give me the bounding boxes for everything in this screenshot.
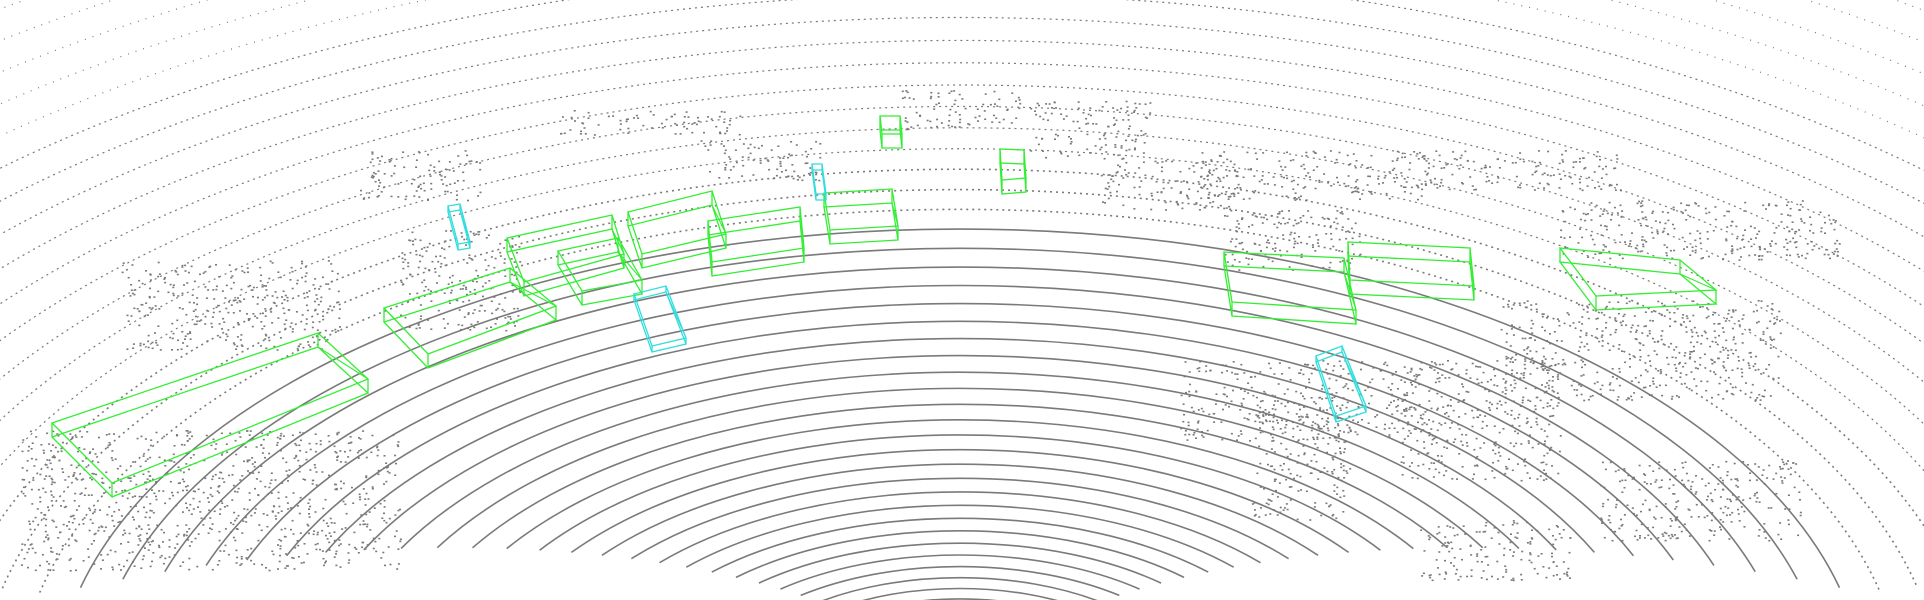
car-box-11: [1347, 241, 1475, 301]
scan-ring: [1, 188, 1919, 589]
scan-ring: [539, 434, 1381, 551]
detection-boxes: [50, 115, 1718, 498]
car-box-6: [707, 206, 805, 277]
pedestrian-box-4: [1315, 345, 1367, 423]
scan-ring: [0, 84, 1924, 345]
car-box-12: [1558, 247, 1718, 311]
scan-ring: [601, 463, 1319, 556]
scan-ring: [79, 228, 1841, 589]
scan-ring: [400, 371, 1520, 549]
object-point-clusters: [21, 90, 1841, 582]
car-box-3: [506, 214, 625, 297]
point-cluster: [1420, 520, 1572, 582]
scan-ring: [800, 565, 1120, 597]
scan-ring: [246, 302, 1674, 561]
scan-ring: [324, 337, 1596, 553]
scan-ring: [923, 598, 997, 600]
point-cluster: [1224, 210, 1362, 271]
point-cluster: [1251, 400, 1352, 521]
scan-ring: [122, 247, 1798, 580]
car-box-7: [823, 188, 899, 245]
scan-ring: [570, 448, 1350, 554]
point-cluster: [1421, 150, 1622, 192]
scan-ring: [164, 266, 1756, 573]
scan-ring: [0, 168, 1924, 528]
scan-ring: [205, 284, 1715, 566]
car-box-8: [999, 148, 1027, 195]
point-cluster: [1560, 200, 1841, 261]
point-cluster: [700, 140, 822, 182]
point-cluster: [560, 110, 742, 136]
scan-ring: [630, 477, 1290, 560]
scan-ring: [506, 419, 1414, 550]
point-cluster: [901, 90, 1022, 131]
car-box-9: [879, 115, 903, 149]
car-box-4: [556, 237, 644, 306]
car-box-1: [50, 332, 370, 498]
pedestrian-box-3: [811, 163, 827, 201]
scan-ring: [780, 554, 1140, 590]
point-cluster: [360, 150, 482, 202]
point-cluster: [1200, 150, 1430, 201]
scan-ring: [822, 576, 1098, 600]
scan-ring: [685, 504, 1235, 568]
point-cluster: [400, 230, 522, 332]
scan-ring: [735, 530, 1185, 579]
scan-ring: [0, 148, 1924, 472]
scan-ring: [711, 517, 1209, 573]
scan-ring: [659, 491, 1261, 564]
point-cluster: [1600, 460, 1802, 542]
pedestrian-box-1: [447, 203, 471, 251]
scan-ring: [285, 320, 1635, 557]
scan-ring: [363, 354, 1557, 551]
point-cluster: [1030, 100, 1152, 160]
scan-ring: [758, 542, 1162, 584]
car-box-10: [1223, 251, 1357, 325]
scan-ring: [38, 208, 1882, 593]
scan-ring: [436, 387, 1484, 549]
pedestrian-box-2: [633, 285, 687, 353]
scan-ring: [862, 587, 1058, 600]
point-cluster: [1400, 360, 1562, 482]
scan-ring: [0, 16, 1924, 238]
scan-ring: [471, 403, 1449, 549]
scan-ring: [0, 127, 1924, 426]
point-cluster: [1180, 360, 1441, 442]
